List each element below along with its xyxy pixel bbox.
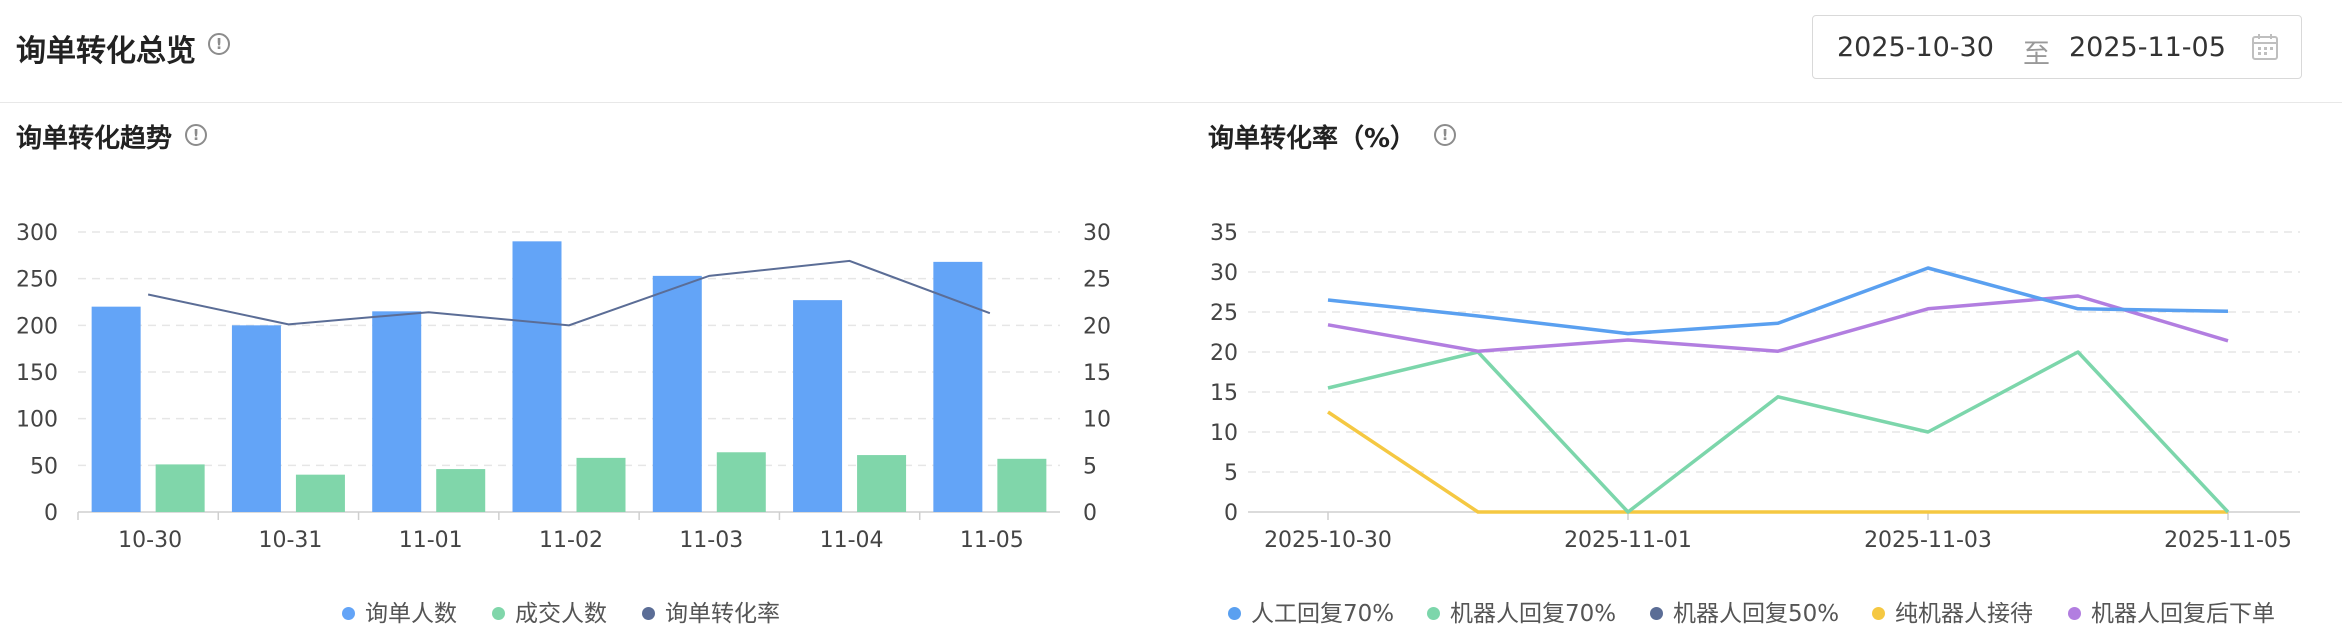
- x-tick-label: 10-30: [118, 528, 182, 553]
- y-tick-label-right: 15: [1083, 361, 1111, 386]
- bar-inquiry: [933, 261, 983, 512]
- legend-label: 机器人回复50%: [1673, 601, 1840, 627]
- bar-deal: [716, 452, 766, 512]
- bar-inquiry: [91, 306, 141, 512]
- info-icon-rate[interactable]: !: [1434, 124, 1456, 146]
- info-icon-trend[interactable]: !: [185, 124, 207, 146]
- legend-label: 人工回复70%: [1251, 601, 1395, 627]
- calendar-icon[interactable]: [2251, 33, 2279, 61]
- x-tick-label: 10-31: [258, 528, 322, 553]
- x-tick-label: 2025-10-30: [1264, 528, 1392, 553]
- legend-label: 询单人数: [365, 601, 457, 627]
- legend-dot-icon: [492, 607, 505, 620]
- chart-title-rate: 询单转化率（%）: [1208, 124, 1417, 154]
- y-tick-label: 0: [1224, 501, 1238, 526]
- y-tick-label-left: 300: [16, 221, 58, 246]
- y-tick-label-right: 25: [1083, 268, 1111, 293]
- legend-label: 纯机器人接待: [1895, 601, 2033, 627]
- y-tick-label: 25: [1210, 301, 1238, 326]
- chart-title-trend: 询单转化趋势: [16, 124, 173, 154]
- series-line: [1327, 410, 2228, 514]
- legend-label: 机器人回复70%: [1450, 601, 1617, 627]
- x-tick-label: 2025-11-05: [2164, 528, 2292, 553]
- bar-inquiry: [512, 241, 562, 513]
- date-range-picker[interactable]: 2025-10-30 至 2025-11-05: [1812, 15, 2302, 79]
- x-tick-label: 2025-11-01: [1564, 528, 1692, 553]
- y-tick-label-left: 50: [30, 454, 58, 479]
- legend-item[interactable]: 成交人数: [492, 594, 607, 628]
- date-separator: 至: [2023, 39, 2050, 70]
- legend-item[interactable]: 询单人数: [342, 594, 457, 628]
- legend-item[interactable]: 询单转化率: [642, 594, 780, 628]
- line-conversion-rate: [147, 259, 991, 327]
- y-tick-label-left: 0: [44, 501, 58, 526]
- legend-dot-icon: [1228, 607, 1241, 620]
- legend-dot-icon: [1427, 607, 1440, 620]
- legend-item[interactable]: 人工回复70%: [1228, 594, 1394, 628]
- legend-label: 机器人回复后下单: [2091, 601, 2275, 627]
- legend-dot-icon: [1650, 607, 1663, 620]
- date-end-input[interactable]: 2025-11-05: [2069, 32, 2226, 63]
- bar-deal: [436, 469, 486, 512]
- x-tick-label: 11-01: [399, 528, 463, 553]
- bar-deal: [576, 457, 626, 512]
- legend-dot-icon: [642, 607, 655, 620]
- date-start-input[interactable]: 2025-10-30: [1837, 32, 1994, 63]
- y-tick-label-right: 5: [1083, 454, 1097, 479]
- info-icon[interactable]: !: [208, 33, 230, 55]
- y-tick-label: 10: [1210, 421, 1238, 446]
- y-tick-label: 30: [1210, 261, 1238, 286]
- legend-dot-icon: [1872, 607, 1885, 620]
- bar-inquiry: [231, 325, 281, 512]
- y-tick-label-left: 100: [16, 408, 58, 433]
- legend-item[interactable]: 纯机器人接待: [1872, 594, 2033, 628]
- x-tick-label: 2025-11-03: [1864, 528, 1992, 553]
- y-tick-label-left: 250: [16, 268, 58, 293]
- bar-inquiry: [793, 300, 843, 512]
- y-tick-label-right: 0: [1083, 501, 1097, 526]
- legend-item[interactable]: 机器人回复50%: [1650, 594, 1839, 628]
- x-tick-label: 11-05: [960, 528, 1024, 553]
- page-title: 询单转化总览: [16, 34, 196, 69]
- x-tick-label: 11-03: [679, 528, 743, 553]
- y-tick-label-left: 150: [16, 361, 58, 386]
- legend-dot-icon: [342, 607, 355, 620]
- bar-deal: [155, 464, 205, 512]
- bar-inquiry: [372, 311, 422, 512]
- bar-deal: [857, 455, 907, 512]
- bar-inquiry: [652, 275, 702, 512]
- y-tick-label: 20: [1210, 341, 1238, 366]
- x-tick-label: 11-02: [539, 528, 603, 553]
- legend-label: 成交人数: [515, 601, 607, 627]
- y-tick-label: 15: [1210, 381, 1238, 406]
- y-tick-label: 5: [1224, 461, 1238, 486]
- y-tick-label-right: 20: [1083, 314, 1111, 339]
- bar-deal: [295, 474, 345, 512]
- page-header: 询单转化总览 ! 2025-10-30 至 2025-11-05: [0, 0, 2342, 103]
- y-tick-label-right: 10: [1083, 408, 1111, 433]
- y-tick-label-right: 30: [1083, 221, 1111, 246]
- bar-deal: [997, 458, 1047, 512]
- legend-label: 询单转化率: [665, 601, 780, 627]
- y-tick-label-left: 200: [16, 314, 58, 339]
- legend-dot-icon: [2068, 607, 2081, 620]
- x-tick-label: 11-04: [820, 528, 884, 553]
- y-tick-label: 35: [1210, 221, 1238, 246]
- legend-item[interactable]: 机器人回复后下单: [2068, 594, 2275, 628]
- legend-item[interactable]: 机器人回复70%: [1427, 594, 1616, 628]
